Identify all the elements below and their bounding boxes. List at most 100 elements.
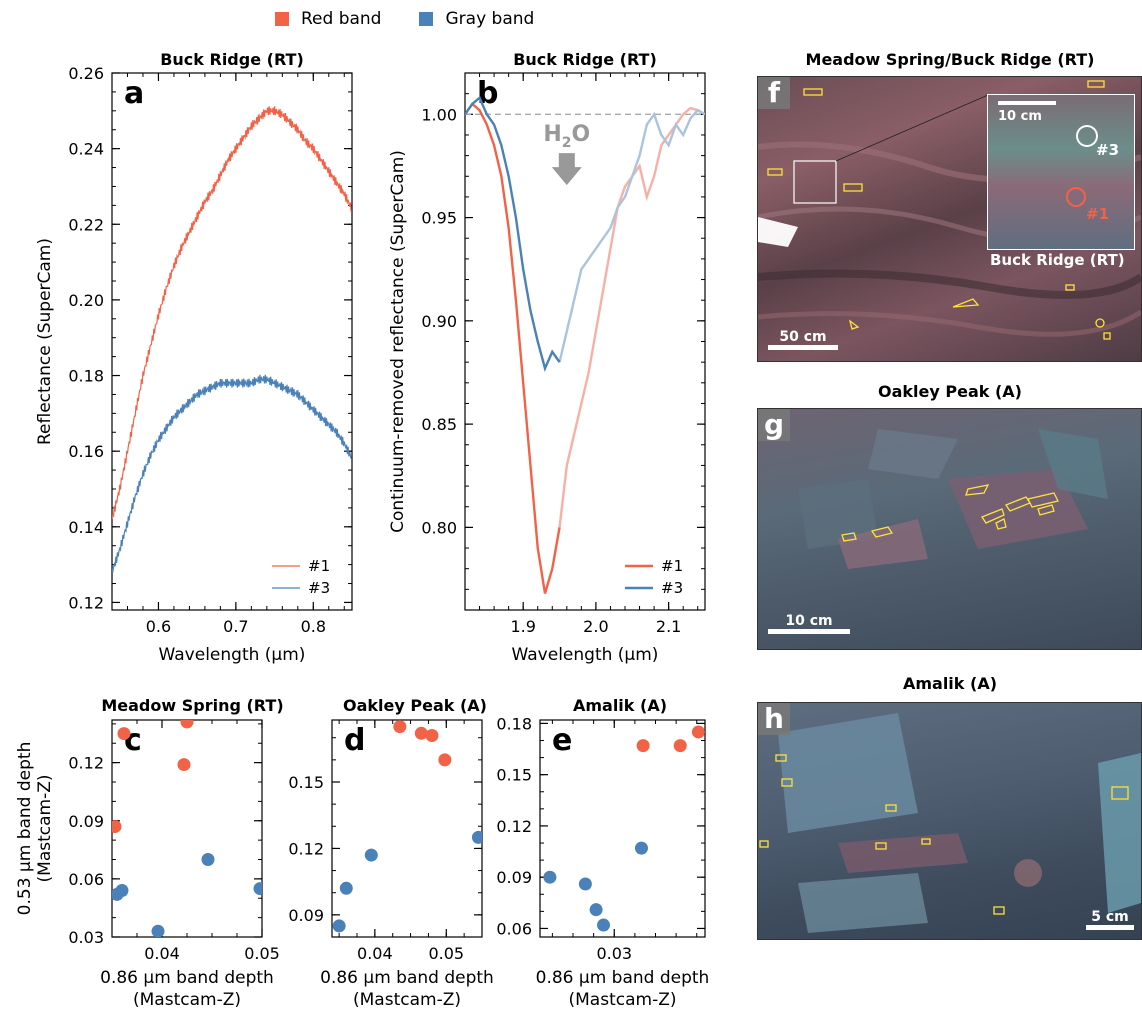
photo-g-letter: g xyxy=(758,409,790,441)
panel-c-ylabel-unit: (Mastcam-Z) xyxy=(35,775,55,883)
panel-b-ylabel: Continuum-removed reflectance (SuperCam) xyxy=(388,150,408,533)
marker-3-circle xyxy=(1076,125,1098,147)
panel-b-tick-label-y: 0.85 xyxy=(421,415,457,434)
panel-b-legend-label-1: #3 xyxy=(661,579,683,597)
panel-d-point-gray xyxy=(471,830,482,844)
panel-c-title: Meadow Spring (RT) xyxy=(101,696,284,715)
panel-b-frame xyxy=(464,72,706,611)
panel-c-tick-label-y: 0.12 xyxy=(68,754,104,773)
panel-b-legend-label-0: #1 xyxy=(661,557,683,575)
photo-f-title: Meadow Spring/Buck Ridge (RT) xyxy=(805,50,1095,69)
panel-a-series-0 xyxy=(112,106,352,520)
figure-legend: Red band Gray band xyxy=(275,8,572,30)
gray-swatch-icon xyxy=(419,12,434,26)
legend-label-gray: Gray band xyxy=(445,9,535,29)
red-swatch-icon xyxy=(275,12,289,26)
panel-d-tick-label-x: 0.05 xyxy=(428,944,464,963)
panel-a-tick-label-y: 0.12 xyxy=(68,593,104,612)
panel-e-tick-label-y: 0.12 xyxy=(496,817,532,836)
panel-e-point-gray xyxy=(634,841,648,855)
panel-a-xlabel: Wavelength (μm) xyxy=(159,645,306,665)
panel-b-tick-label-y: 0.95 xyxy=(421,209,457,228)
panel-b-arrow-down-icon xyxy=(551,153,582,186)
panel-c-point-red xyxy=(117,727,131,741)
panel-c-point-red xyxy=(177,758,191,772)
panel-e-point-gray xyxy=(543,870,557,884)
panel-d-xlabel: 0.86 μm band depth xyxy=(320,968,494,988)
panel-e-point-gray xyxy=(589,903,603,917)
panel-a-series-1 xyxy=(112,374,352,573)
panel-d-tick-label-y: 0.15 xyxy=(288,773,324,792)
panel-a-letter: a xyxy=(124,76,144,111)
panel-d-letter: d xyxy=(344,723,365,758)
legend-item-gray: Gray band xyxy=(419,9,534,29)
panel-c-tick-label-y: 0.09 xyxy=(68,812,104,831)
photo-f-letter: f xyxy=(758,77,790,109)
panel-b-tick-label-x: 2.1 xyxy=(656,617,681,636)
photo-h-letter: h xyxy=(758,703,790,735)
panel-e-tick-label-x: 0.03 xyxy=(596,944,632,963)
panel-c-point-red xyxy=(112,820,122,834)
panel-c-tick-label-x: 0.05 xyxy=(244,944,280,963)
panel-a-tick-label-y: 0.22 xyxy=(68,215,104,234)
photo-h: h 5 cm xyxy=(757,702,1142,940)
inset-scale-bar xyxy=(998,101,1056,105)
panel-e-xlabel: 0.86 μm band depth xyxy=(536,968,710,988)
panel-d-tick-label-y: 0.09 xyxy=(288,906,324,925)
panel-b-series-1-light xyxy=(558,108,705,363)
panel-c-point-gray xyxy=(115,884,129,897)
photo-g: g 10 cm xyxy=(757,408,1142,650)
panel-d-point-red xyxy=(425,729,439,742)
panel-a-tick-label-x: 0.6 xyxy=(146,617,171,636)
panel-d-point-gray xyxy=(339,881,353,895)
photo-f-scale-bar xyxy=(768,345,838,350)
panel-b-tick-label-y: 0.90 xyxy=(421,312,457,331)
panel-a-legend-label-1: #3 xyxy=(308,579,330,597)
panel-e-point-gray xyxy=(578,877,592,891)
panel-a-tick-label-y: 0.26 xyxy=(68,64,104,83)
photo-h-texture xyxy=(759,713,1141,933)
panel-d-frame xyxy=(331,719,483,938)
panel-b-series-0 xyxy=(465,102,561,594)
panel-a-tick-label-y: 0.20 xyxy=(68,291,104,310)
panel-c-ylabel: 0.53 μm band depth xyxy=(15,742,35,916)
panel-a-legend-label-0: #1 xyxy=(308,557,330,575)
photo-g-scalebar: 10 cm xyxy=(768,613,850,634)
panel-a-tick-label-x: 0.8 xyxy=(301,617,326,636)
panel-e-tick-label-y: 0.06 xyxy=(496,919,532,938)
panel-e-point-red xyxy=(691,725,705,739)
panel-d-point-red xyxy=(393,720,407,734)
panel-c-xlabel: 0.86 μm band depth xyxy=(100,968,274,988)
panel-d-point-red xyxy=(414,726,428,740)
photo-f: 10 cm #3 #1 Buck Ridge (RT) f 50 cm xyxy=(757,76,1142,362)
photo-h-scale-label: 5 cm xyxy=(1091,909,1129,925)
panel-a-ylabel: Reflectance (SuperCam) xyxy=(35,238,55,445)
panel-d-point-red xyxy=(438,753,452,767)
panel-b-series-0-light xyxy=(558,106,705,528)
photo-h-title: Amalik (A) xyxy=(902,674,998,693)
photo-g-texture xyxy=(798,429,1108,569)
panel-a-title: Buck Ridge (RT) xyxy=(160,50,304,69)
panel-e-point-red xyxy=(673,739,687,753)
panel-c-xlabel-unit: (Mastcam-Z) xyxy=(133,990,241,1010)
panel-e-letter: e xyxy=(552,723,572,758)
panel-d-tick-label-x: 0.04 xyxy=(357,944,393,963)
panel-d-tick-label-y: 0.12 xyxy=(288,839,324,858)
panel-c-point-gray xyxy=(151,924,165,937)
inset-scale-label: 10 cm xyxy=(998,109,1042,124)
photo-g-scale-bar xyxy=(768,629,850,634)
marker-3-label: #3 xyxy=(1096,141,1120,159)
panel-b-title: Buck Ridge (RT) xyxy=(513,50,657,69)
panel-c-point-gray xyxy=(201,853,215,866)
panel-b-xlabel: Wavelength (μm) xyxy=(512,645,659,665)
photo-g-scale-label: 10 cm xyxy=(785,613,833,629)
panel-e-tick-label-y: 0.09 xyxy=(496,868,532,887)
panel-d-xlabel-unit: (Mastcam-Z) xyxy=(353,990,461,1010)
panel-b-tick-label-x: 2.0 xyxy=(583,617,608,636)
photo-f-scalebar: 50 cm xyxy=(768,329,838,350)
panel-a-tick-label-y: 0.16 xyxy=(68,442,104,461)
panel-e-title: Amalik (A) xyxy=(572,696,668,715)
panel-e-point-red xyxy=(636,739,650,753)
photo-h-scale-bar xyxy=(1086,925,1134,930)
